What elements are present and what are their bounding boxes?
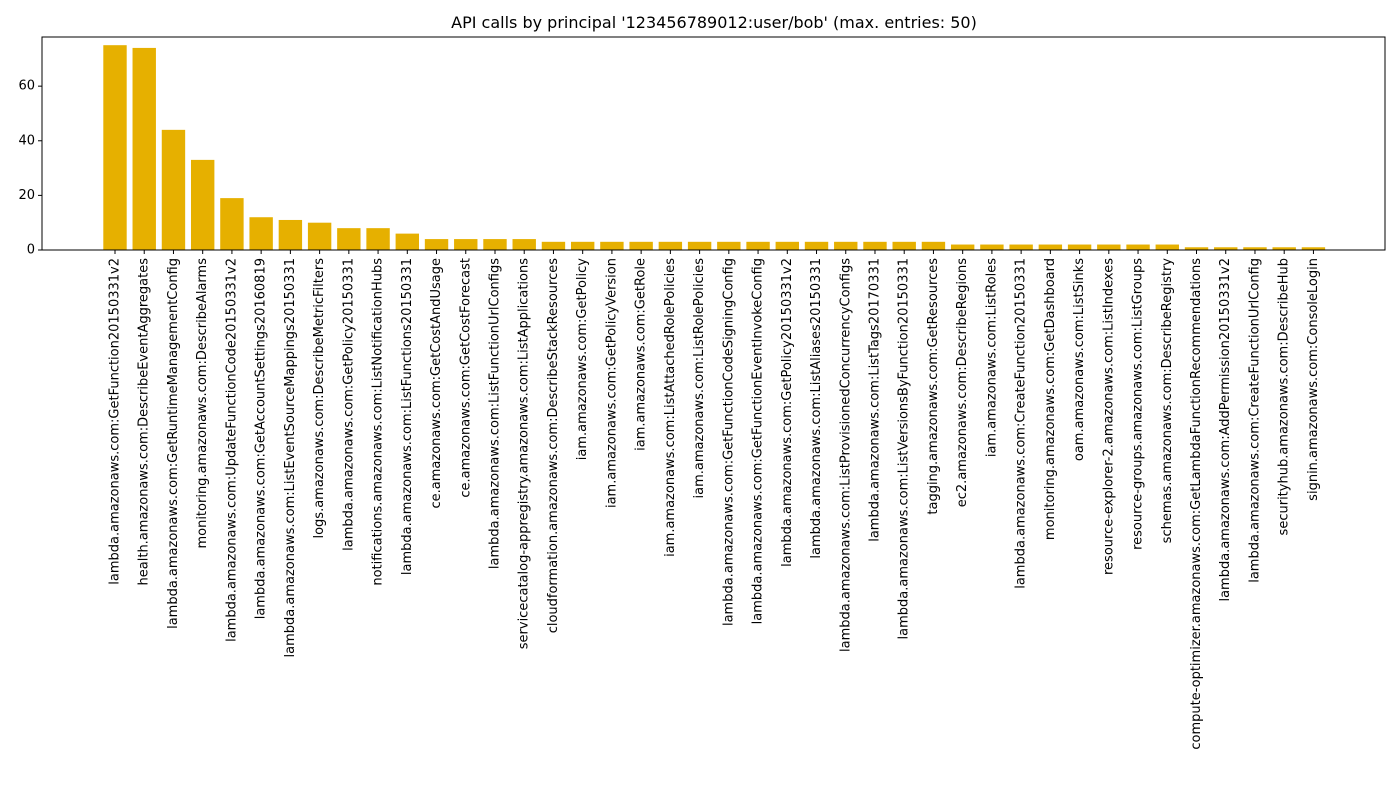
x-tick-label: iam.amazonaws.com:GetRole [634,258,649,451]
bar [1038,244,1063,250]
x-tick-label: lambda.amazonaws.com:GetPolicy20150331 [341,258,356,551]
x-tick-label: tagging.amazonaws.com:GetResources [926,258,941,515]
x-tick-label: resource-explorer-2.amazonaws.com:ListIn… [1101,258,1116,575]
x-tick-label: resource-groups.amazonaws.com:ListGroups [1131,258,1146,550]
bar [103,45,127,250]
x-tick-label: securityhub.amazonaws.com:DescribeHub [1277,258,1292,535]
bar [980,244,1004,250]
x-tick-label: lambda.amazonaws.com:ListVersionsByFunct… [897,258,912,639]
bar [220,198,244,250]
plot-frame [41,36,1386,251]
y-tick-label: 20 [18,188,35,203]
bar [570,241,595,250]
bar [1126,244,1150,250]
bar [717,241,741,250]
bar [249,217,273,250]
x-tick-label: oam.amazonaws.com:ListSinks [1072,258,1087,461]
x-tick-label: monitoring.amazonaws.com:GetDashboard [1043,258,1058,540]
x-tick-label: lambda.amazonaws.com:CreateFunction20150… [1014,258,1029,589]
x-tick-label: lambda.amazonaws.com:ListTags20170331 [867,258,882,542]
chart-title: API calls by principal '123456789012:use… [451,13,977,32]
x-tick-label: servicecatalog-appregistry.amazonaws.com… [517,258,532,649]
bar [190,159,215,250]
y-tick-label: 40 [18,133,35,148]
x-tick-label: logs.amazonaws.com:DescribeMetricFilters [312,258,327,539]
x-tick-label: iam.amazonaws.com:ListRoles [984,258,999,457]
bar [687,241,712,250]
bars-group [103,45,1326,250]
bar [600,241,624,250]
x-tick-label: lambda.amazonaws.com:GetPolicy20150331v2 [780,258,795,567]
bar [337,228,361,250]
x-tick-label: lambda.amazonaws.com:GetFunctionEventInv… [751,258,766,624]
bar [804,241,829,250]
x-tick-label: iam.amazonaws.com:ListAttachedRolePolici… [663,258,678,557]
x-tick-label: signin.amazonaws.com:ConsoleLogin [1306,258,1321,501]
x-tick-label: ec2.amazonaws.com:DescribeRegions [955,258,970,507]
x-tick-label: lambda.amazonaws.com:CreateFunctionUrlCo… [1247,258,1262,583]
bar [1214,247,1238,250]
x-tick-label: lambda.amazonaws.com:GetFunction20150331… [108,258,123,585]
x-tick-label: lambda.amazonaws.com:AddPermission201503… [1218,258,1233,602]
x-tick-label: lambda.amazonaws.com:GetAccountSettings2… [254,258,269,619]
bar [629,241,653,250]
x-tick-label: ce.amazonaws.com:GetCostForecast [458,258,473,498]
y-tick-label: 60 [18,79,35,94]
x-tick-label: compute-optimizer.amazonaws.com:GetLambd… [1189,258,1204,750]
x-tick-label: monitoring.amazonaws.com:DescribeAlarms [195,258,210,549]
x-tick-label: lambda.amazonaws.com:ListAliases20150331 [809,258,824,559]
bar [1301,247,1326,250]
bar [161,129,186,250]
bar [1009,244,1033,250]
x-tick-label: cloudformation.amazonaws.com:DescribeSta… [546,258,561,634]
x-tick-label: ce.amazonaws.com:GetCostAndUsage [429,258,444,509]
bar [921,241,946,250]
bar [366,228,390,250]
x-tick-label: lambda.amazonaws.com:ListFunctions201503… [400,258,415,575]
bar [395,233,419,250]
x-tick-label: iam.amazonaws.com:ListRolePolicies [692,258,707,499]
x-tick-label: lambda.amazonaws.com:UpdateFunctionCode2… [224,258,239,642]
bar [950,244,975,250]
x-tick-label: health.amazonaws.com:DescribeEventAggreg… [137,258,152,586]
bar [424,239,449,250]
x-axis: lambda.amazonaws.com:GetFunction20150331… [108,250,1321,750]
bar [1272,247,1296,250]
bar [483,239,507,250]
bar [892,241,916,250]
x-tick-label: schemas.amazonaws.com:DescribeRegistry [1160,258,1175,544]
bar [746,241,770,250]
bar [512,239,536,250]
x-tick-label: lambda.amazonaws.com:ListProvisionedConc… [838,258,853,652]
bar [454,239,478,250]
x-tick-label: lambda.amazonaws.com:ListFunctionUrlConf… [487,258,502,569]
bar [307,222,332,250]
bar [775,241,799,250]
x-tick-label: lambda.amazonaws.com:GetRuntimeManagemen… [166,258,181,629]
x-tick-label: lambda.amazonaws.com:GetFunctionCodeSign… [721,258,736,626]
bar [1184,247,1209,250]
bar [863,241,887,250]
bar [834,241,858,250]
bar [132,47,156,250]
bar [278,219,303,250]
y-tick-label: 0 [27,243,35,258]
x-tick-label: lambda.amazonaws.com:ListEventSourceMapp… [283,258,298,657]
x-tick-label: notifications.amazonaws.com:ListNotifica… [371,258,386,586]
bar [1243,247,1267,250]
x-tick-label: iam.amazonaws.com:GetPolicy [575,258,590,461]
bar [541,241,566,250]
bar [1155,244,1179,250]
bar [1067,244,1092,250]
bar [1097,244,1121,250]
x-tick-label: iam.amazonaws.com:GetPolicyVersion [604,258,619,508]
bar [658,241,683,250]
y-axis: 0 20 40 60 [18,79,42,258]
